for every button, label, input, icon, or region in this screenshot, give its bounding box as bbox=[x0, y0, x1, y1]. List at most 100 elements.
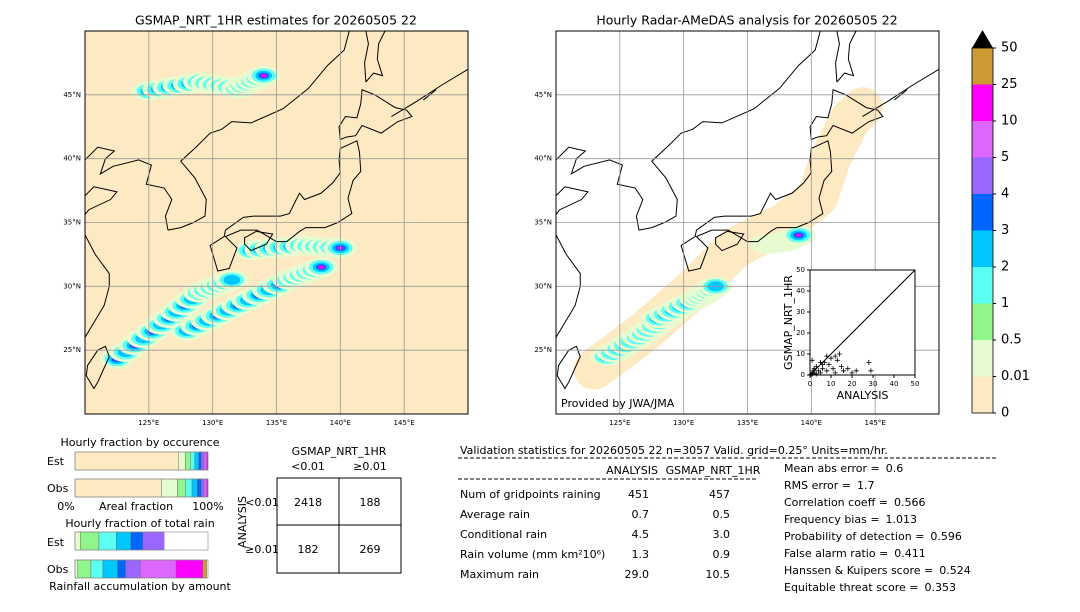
cell: 0.9 bbox=[713, 548, 731, 561]
point bbox=[828, 355, 834, 361]
fraction-segment bbox=[130, 531, 144, 551]
map-title: Hourly Radar-AMeDAS analysis for 2026050… bbox=[596, 13, 897, 28]
fraction-segment bbox=[178, 451, 186, 471]
colorbar-bin bbox=[972, 121, 993, 158]
score-label: False alarm ratio = bbox=[784, 547, 888, 560]
fraction-segment bbox=[74, 451, 179, 471]
row-label: <0.01 bbox=[245, 496, 279, 509]
colorbar-bin bbox=[972, 376, 993, 413]
rain-area bbox=[318, 265, 325, 269]
fraction-segment bbox=[102, 559, 118, 579]
point bbox=[830, 366, 836, 372]
fraction-segment bbox=[190, 451, 195, 471]
point bbox=[813, 371, 819, 377]
point bbox=[811, 370, 817, 376]
validation-stats: Validation statistics for 20260505 22 n=… bbox=[458, 444, 996, 594]
point bbox=[845, 366, 851, 372]
cell: 29.0 bbox=[625, 568, 650, 581]
row-label: Est bbox=[47, 536, 65, 549]
point bbox=[820, 362, 826, 367]
x-tick-label: 140°E bbox=[801, 419, 822, 427]
fraction-segment bbox=[98, 531, 117, 551]
score-label: Correlation coeff = bbox=[784, 496, 888, 509]
cell: 269 bbox=[360, 543, 381, 556]
score-label: Probability of detection = bbox=[784, 530, 924, 543]
caption: Rainfall accumulation by amount bbox=[49, 580, 231, 593]
fraction-segment bbox=[197, 478, 202, 498]
point bbox=[820, 366, 826, 372]
x-tick-label: 40 bbox=[890, 380, 899, 388]
y-tick-label: 40°N bbox=[63, 155, 81, 163]
score-value: 0.566 bbox=[894, 496, 926, 509]
x-tick-label: 130°E bbox=[202, 419, 223, 427]
fraction-segment bbox=[185, 451, 191, 471]
bar-frame bbox=[74, 559, 209, 579]
x-tick-label: 0 bbox=[808, 380, 812, 388]
colorbar: 0 0.01 0.5 1 2 3 4 5 10 25 50 bbox=[971, 30, 1030, 421]
score: Hanssen & Kuipers score = 0.524 bbox=[784, 564, 971, 577]
point bbox=[849, 370, 855, 376]
colorbar-bin bbox=[972, 230, 993, 267]
fraction-segment bbox=[191, 478, 198, 498]
row-label: Maximum rain bbox=[460, 568, 539, 581]
point bbox=[810, 368, 816, 374]
x-tick-label: 125°E bbox=[609, 419, 630, 427]
y-axis-label: GSMAP_NRT_1HR bbox=[782, 275, 795, 370]
cell: 0.7 bbox=[632, 508, 650, 521]
map-frame bbox=[555, 30, 940, 415]
x-tick-label: 140°E bbox=[330, 419, 351, 427]
fraction-segment bbox=[175, 559, 203, 579]
scatter-plot: 0 10 20 30 40 50 0 10 20 30 40 50 ANALYSIS GSMAP_NRT_… bbox=[782, 266, 919, 402]
colorbar-label: 4 bbox=[1001, 187, 1009, 202]
fraction-segment bbox=[74, 531, 81, 551]
colorbar-bin bbox=[972, 267, 993, 304]
map-frame bbox=[84, 30, 469, 415]
colorbar-label: 0 bbox=[1001, 406, 1009, 421]
bar-frame bbox=[74, 531, 209, 551]
colorbar-bin bbox=[972, 303, 993, 340]
geo-layer bbox=[79, 31, 468, 388]
fraction-segment bbox=[177, 478, 186, 498]
column-title: GSMAP_NRT_1HR bbox=[292, 445, 387, 458]
panel-title: Hourly fraction of total rain bbox=[65, 517, 214, 530]
cell: 2418 bbox=[294, 496, 322, 509]
estimate-map bbox=[79, 31, 468, 414]
score-label: Frequency bias = bbox=[784, 513, 880, 526]
point bbox=[822, 359, 828, 365]
x-tick-label: 10 bbox=[827, 380, 836, 388]
axis-label: 0% bbox=[57, 500, 74, 513]
point bbox=[809, 371, 815, 377]
cell: 188 bbox=[360, 496, 381, 509]
row-label: Num of gridpoints raining bbox=[460, 488, 601, 501]
row-label: Average rain bbox=[460, 508, 530, 521]
x-tick-label: 125°E bbox=[138, 419, 159, 427]
score-label: Hanssen & Kuipers score = bbox=[784, 564, 933, 577]
point bbox=[832, 370, 838, 376]
colorbar-label: 10 bbox=[1001, 114, 1018, 129]
point bbox=[815, 368, 821, 374]
column-label: <0.01 bbox=[291, 460, 325, 473]
axis-label: Areal fraction bbox=[99, 500, 173, 513]
fraction-segment bbox=[74, 559, 78, 579]
bar-frame bbox=[74, 451, 209, 471]
colorbar-bin bbox=[972, 157, 993, 194]
fraction-segment bbox=[202, 559, 207, 579]
y-tick-label: 25°N bbox=[63, 346, 81, 354]
score-value: 1.7 bbox=[857, 479, 875, 492]
bar-frame bbox=[74, 478, 209, 498]
fraction-segment bbox=[80, 531, 100, 551]
colorbar-label: 0.5 bbox=[1001, 333, 1022, 348]
score-value: 0.596 bbox=[930, 530, 962, 543]
y-tick-label: 45°N bbox=[534, 91, 552, 99]
colorbar-bin bbox=[972, 194, 993, 231]
fraction-segment bbox=[198, 451, 202, 471]
fraction-segment bbox=[77, 559, 92, 579]
fraction-segment bbox=[185, 478, 193, 498]
y-tick-label: 35°N bbox=[63, 219, 81, 227]
colorbar-label: 3 bbox=[1001, 223, 1009, 238]
y-tick-label: 40 bbox=[796, 287, 805, 295]
cell: 0.5 bbox=[713, 508, 731, 521]
y-tick-label: 30°N bbox=[534, 282, 552, 290]
fraction-segment bbox=[74, 478, 162, 498]
point bbox=[818, 359, 823, 365]
